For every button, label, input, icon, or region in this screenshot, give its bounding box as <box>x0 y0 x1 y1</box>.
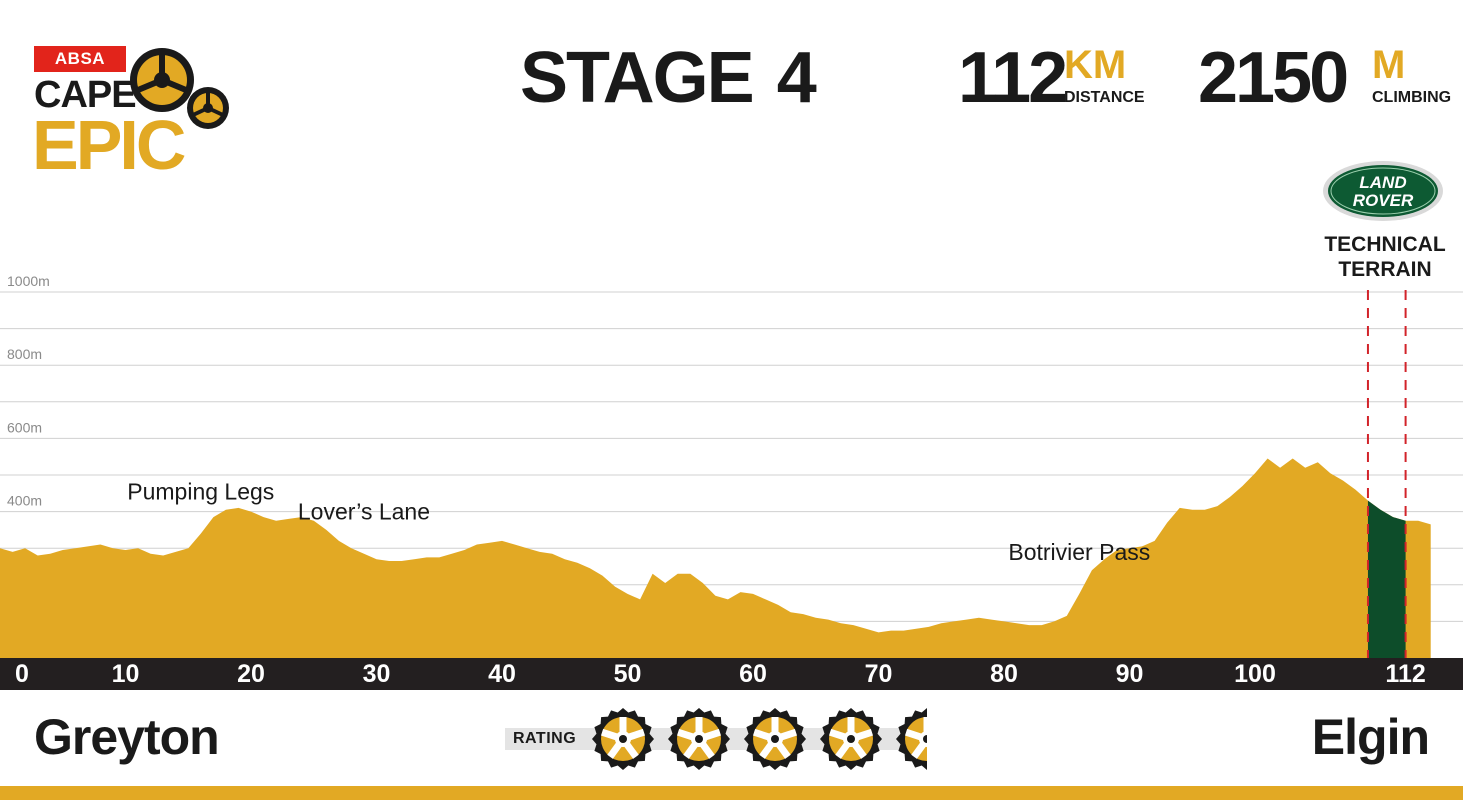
climbing-value: 2150 <box>1198 38 1349 118</box>
difficulty-rating: RATING <box>505 706 935 772</box>
climb-annotation: Pumping Legs <box>127 479 274 505</box>
rating-gear-icon <box>820 708 882 770</box>
distance-unit: KM <box>1064 43 1127 87</box>
x-tick-label: 80 <box>990 660 1018 688</box>
rating-label: RATING <box>513 730 577 747</box>
technical-line1: TECHNICAL <box>1324 233 1446 256</box>
y-tick-label: 800m <box>7 346 42 362</box>
stage-label: STAGE <box>520 38 755 118</box>
land-rover-line1: LAND <box>1359 173 1406 192</box>
climb-annotation: Lover’s Lane <box>298 499 430 525</box>
distance-stat: 112 KM DISTANCE <box>958 38 1148 118</box>
climbing-stat: 2150 M CLIMBING <box>1198 38 1458 118</box>
logo-cape-text: CAPE <box>34 74 137 116</box>
technical-section-area <box>1367 500 1406 658</box>
x-tick-label: 90 <box>1115 660 1144 688</box>
climbing-caption: CLIMBING <box>1372 89 1452 106</box>
x-tick-label: 10 <box>111 660 140 688</box>
technical-line2: TERRAIN <box>1338 258 1432 281</box>
x-tick-label: 100 <box>1234 660 1276 688</box>
chainring-icon <box>130 48 229 129</box>
x-tick-label: 60 <box>739 660 767 688</box>
x-axis-bar: 0 10 20 30 40 50 60 70 80 90 100 112 <box>0 658 1463 690</box>
rating-gear-icon <box>744 708 806 770</box>
x-tick-label: 20 <box>237 660 265 688</box>
absa-sponsor-label: ABSA <box>34 46 126 72</box>
x-tick-label: 30 <box>362 660 391 688</box>
bottom-stripe <box>0 786 1463 800</box>
stage-title: STAGE 4 <box>520 38 817 118</box>
climbing-unit: M <box>1372 43 1406 87</box>
start-location: Greyton <box>34 709 220 765</box>
y-tick-label: 400m <box>7 493 42 509</box>
stage-number: 4 <box>776 38 817 118</box>
finish-location: Elgin <box>1311 709 1430 765</box>
distance-value: 112 <box>958 38 1068 118</box>
x-tick-label: 40 <box>488 660 516 688</box>
rating-gear-icon <box>668 708 730 770</box>
distance-caption: DISTANCE <box>1064 89 1145 106</box>
rating-gears <box>592 708 927 770</box>
elevation-profile-chart: 1000m 800m 600m 400m Pumping Legs Lover’s La… <box>0 273 1463 658</box>
climb-annotations: Pumping Legs Lover’s Lane Botrivier Pass <box>127 479 1150 565</box>
technical-terrain-label: TECHNICAL TERRAIN <box>1310 232 1460 282</box>
x-tick-label: 50 <box>613 660 642 688</box>
land-rover-logo: LAND ROVER <box>1323 161 1443 221</box>
x-tick-label: 112 <box>1385 660 1426 688</box>
x-tick-label: 0 <box>15 660 29 688</box>
y-tick-label: 600m <box>7 419 42 435</box>
elevation-area <box>0 458 1431 658</box>
climb-annotation: Botrivier Pass <box>1008 539 1150 565</box>
land-rover-line2: ROVER <box>1353 191 1414 210</box>
rating-gear-icon <box>592 708 654 770</box>
y-axis-labels: 1000m 800m 600m 400m <box>7 273 50 509</box>
y-tick-label: 1000m <box>7 273 50 289</box>
logo-epic-text: EPIC <box>32 106 186 184</box>
x-tick-label: 70 <box>864 660 893 688</box>
rating-gear-icon <box>896 708 927 770</box>
cape-epic-logo: ABSA CAPE EPIC <box>30 42 240 182</box>
